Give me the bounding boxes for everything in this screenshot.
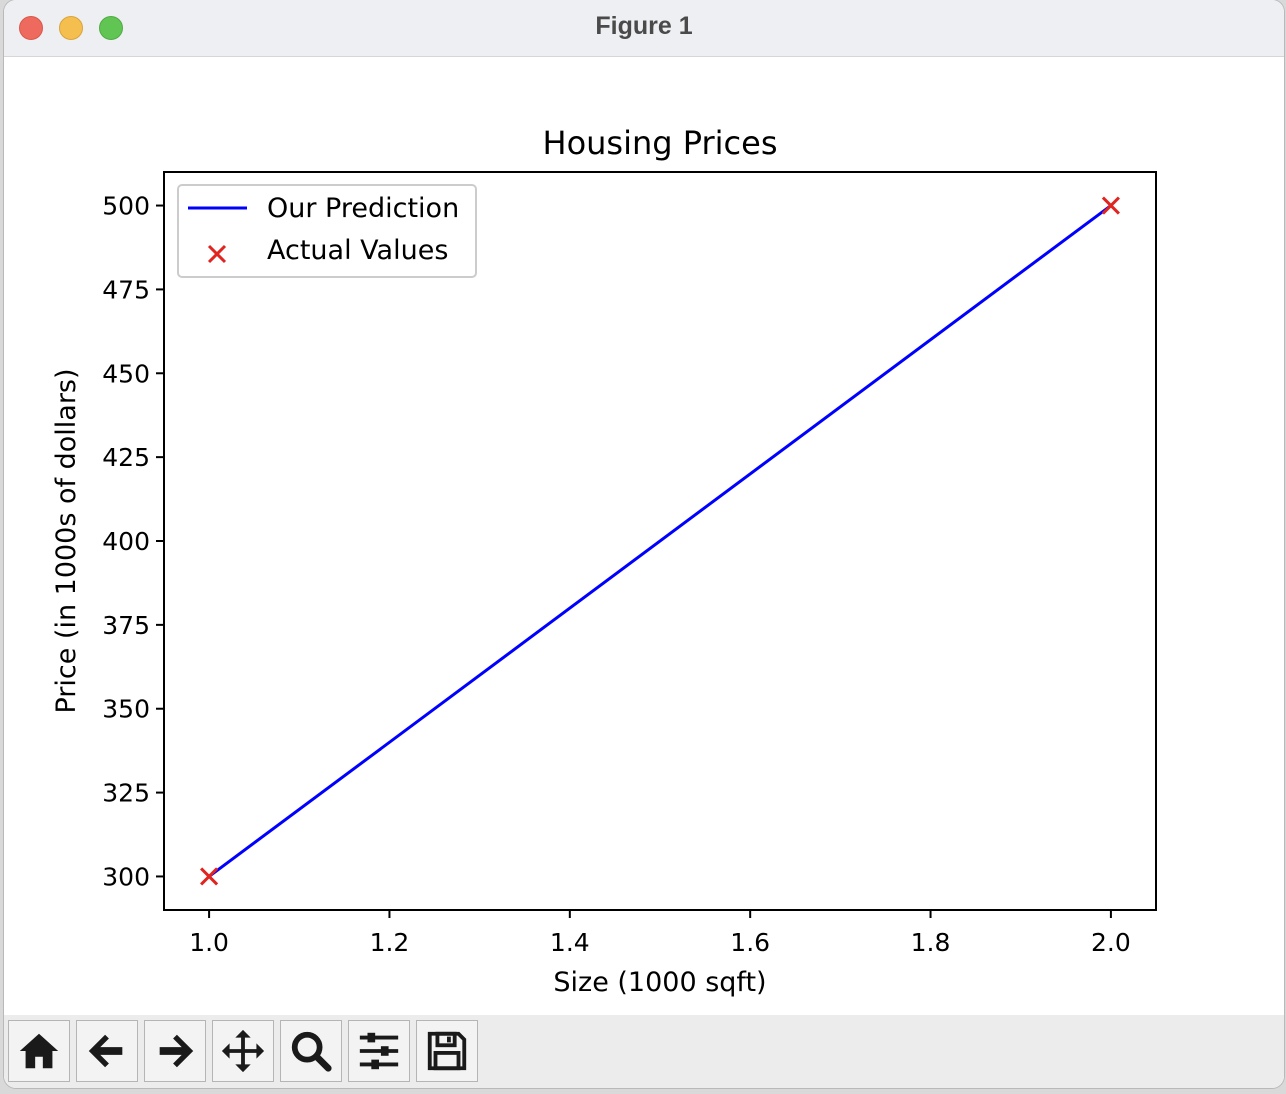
x-tick-label: 1.0 — [189, 928, 229, 957]
legend-label-prediction: Our Prediction — [267, 193, 459, 224]
pan-button[interactable] — [212, 1020, 274, 1082]
y-tick-label: 300 — [102, 862, 150, 891]
sliders-icon — [359, 1032, 399, 1070]
save-button[interactable] — [416, 1020, 478, 1082]
y-tick-label: 325 — [102, 779, 150, 808]
y-tick-label: 350 — [102, 695, 150, 724]
floppy-disk-icon — [427, 1031, 467, 1071]
x-axis: 1.0 1.2 1.4 1.6 1.8 2.0 — [189, 910, 1131, 957]
title-bar: Figure 1 — [4, 0, 1284, 57]
arrow-left-icon — [88, 1034, 123, 1068]
prediction-line — [208, 204, 1112, 878]
y-tick-label: 475 — [102, 275, 150, 304]
chart: 300 325 350 375 400 425 450 475 500 1.0 1.2 1.4 1.6… — [51, 124, 1157, 998]
actual-value-marker — [1101, 196, 1120, 215]
arrow-right-icon — [159, 1034, 194, 1068]
window-title: Figure 1 — [595, 12, 693, 40]
home-icon — [19, 1033, 59, 1069]
figure-window: Figure 1 300 325 350 375 400 425 450 475 500 1.0… — [4, 0, 1284, 1088]
forward-button[interactable] — [144, 1020, 206, 1082]
y-tick-label: 500 — [102, 192, 150, 221]
back-button[interactable] — [76, 1020, 138, 1082]
configure-subplots-button[interactable] — [348, 1020, 410, 1082]
legend-x-marker — [207, 244, 227, 264]
home-button[interactable] — [8, 1020, 70, 1082]
figure-canvas: 300 325 350 375 400 425 450 475 500 1.0 1.2 1.4 1.6… — [4, 57, 1284, 1015]
legend-box — [177, 184, 477, 278]
move-icon — [221, 1029, 265, 1073]
actual-value-marker — [200, 867, 219, 886]
legend: Our Prediction Actual Values — [177, 184, 477, 278]
y-tick-label: 375 — [102, 611, 150, 640]
x-tick-label: 1.8 — [911, 928, 951, 957]
zoom-button[interactable] — [280, 1020, 342, 1082]
magnifier-icon — [291, 1031, 332, 1072]
navigation-toolbar — [4, 1015, 1284, 1088]
y-tick-label: 450 — [102, 359, 150, 388]
close-window-button[interactable] — [19, 16, 43, 40]
chart-title: Housing Prices — [543, 124, 778, 162]
x-tick-label: 2.0 — [1091, 928, 1131, 957]
x-tick-label: 1.2 — [370, 928, 410, 957]
x-tick-label: 1.4 — [550, 928, 590, 957]
legend-label-actual: Actual Values — [267, 235, 448, 266]
y-tick-label: 400 — [102, 527, 150, 556]
series-group — [200, 196, 1120, 886]
x-tick-label: 1.6 — [730, 928, 770, 957]
y-axis: 300 325 350 375 400 425 450 475 500 — [102, 192, 164, 891]
y-axis-label: Price (in 1000s of dollars) — [51, 368, 82, 713]
y-tick-label: 425 — [102, 443, 150, 472]
minimize-window-button[interactable] — [59, 16, 83, 40]
maximize-window-button[interactable] — [99, 16, 123, 40]
x-axis-label: Size (1000 sqft) — [553, 967, 766, 998]
